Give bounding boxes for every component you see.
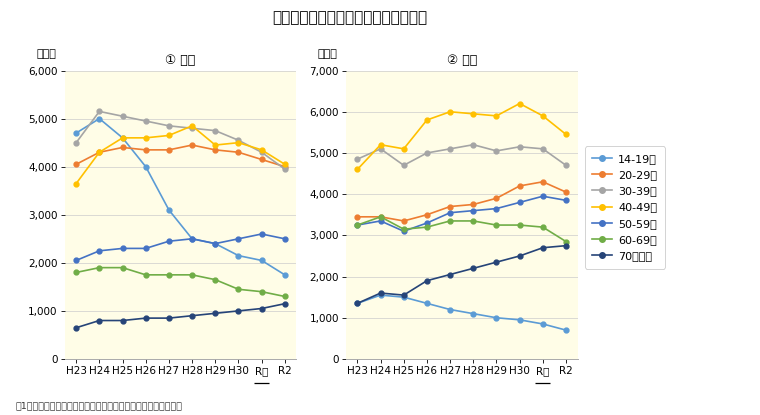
Text: （人）: （人） bbox=[318, 49, 338, 59]
Title: ① 障害: ① 障害 bbox=[166, 54, 195, 66]
Text: 注1「令和２年の刑法犯に関する統計資料」（警察庁）より作成: 注1「令和２年の刑法犯に関する統計資料」（警察庁）より作成 bbox=[15, 401, 182, 410]
Text: （人）: （人） bbox=[36, 49, 57, 59]
Title: ② 暴行: ② 暴行 bbox=[447, 54, 477, 66]
Text: 傷害・暴行の年齢層別検挙人員の推移: 傷害・暴行の年齢層別検挙人員の推移 bbox=[272, 10, 427, 25]
Legend: 14-19歳, 20-29歳, 30-39歳, 40-49歳, 50-59歳, 60-69歳, 70歳以上: 14-19歳, 20-29歳, 30-39歳, 40-49歳, 50-59歳, … bbox=[584, 146, 665, 269]
